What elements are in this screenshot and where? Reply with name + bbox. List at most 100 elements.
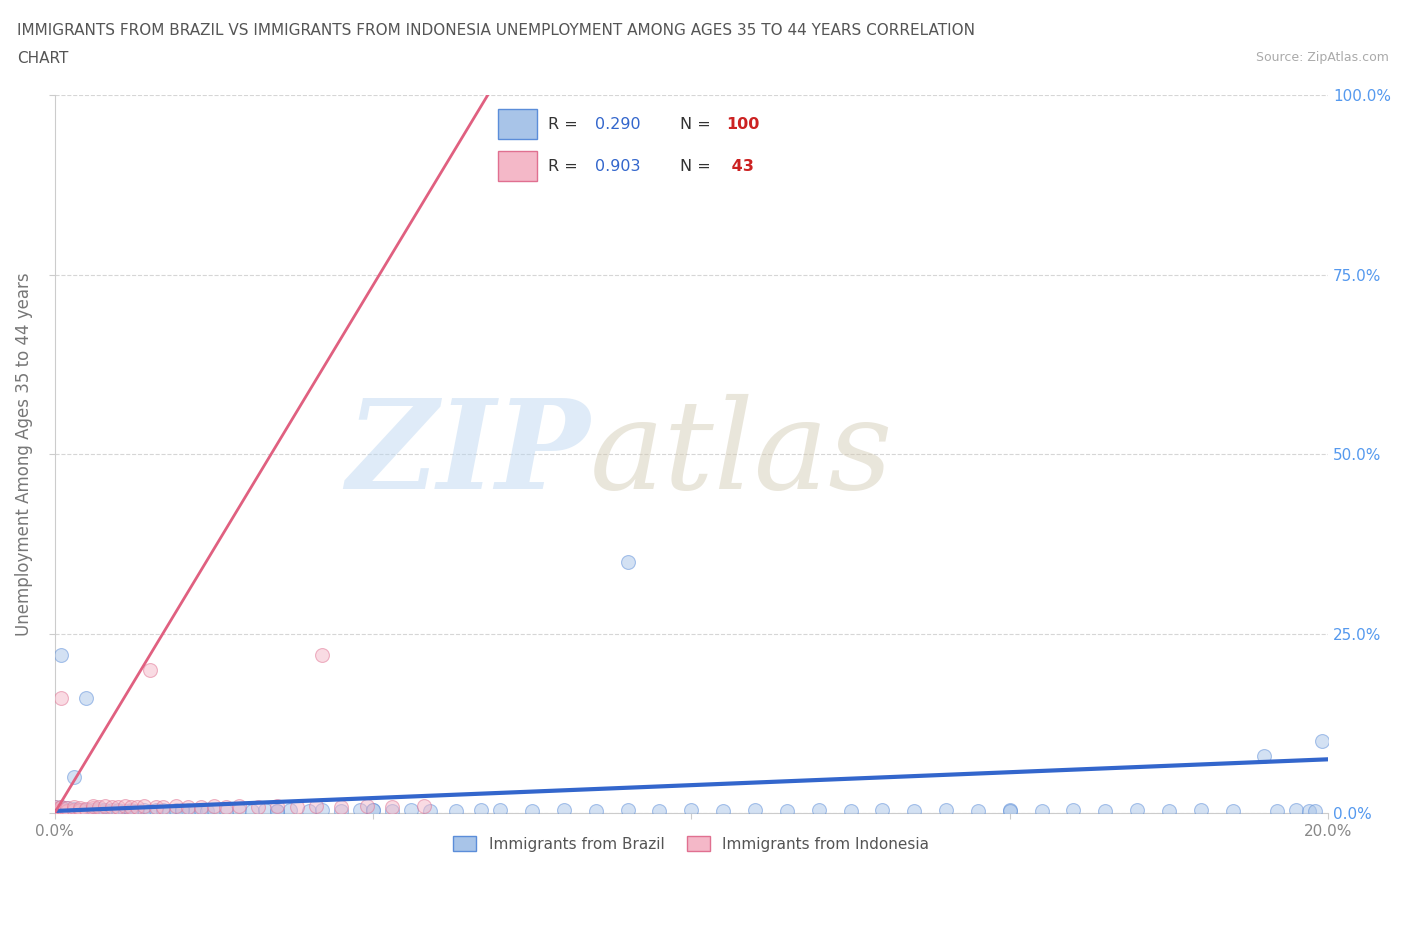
Text: Source: ZipAtlas.com: Source: ZipAtlas.com: [1256, 51, 1389, 64]
Point: [44, 802, 66, 817]
Text: atlas: atlas: [589, 393, 893, 515]
Point: [1031, 804, 1053, 818]
Point: [152, 803, 174, 817]
Point: [127, 804, 149, 818]
Point: [114, 804, 136, 818]
Point: [1222, 804, 1244, 818]
Point: [170, 803, 193, 817]
Point: [381, 799, 404, 814]
Point: [127, 799, 149, 814]
Text: CHART: CHART: [17, 51, 69, 66]
Point: [69, 801, 91, 816]
Point: [107, 802, 129, 817]
Point: [62, 802, 84, 817]
Point: [44, 804, 66, 819]
Point: [253, 803, 276, 817]
Point: [998, 804, 1021, 818]
Point: [157, 804, 180, 818]
Point: [381, 804, 404, 818]
Point: [228, 799, 250, 814]
Point: [145, 803, 167, 817]
Point: [311, 803, 333, 817]
Point: [120, 804, 142, 818]
Point: [616, 554, 638, 569]
Point: [1094, 804, 1116, 818]
Point: [228, 803, 250, 817]
Point: [49, 802, 72, 817]
Point: [744, 803, 766, 817]
Point: [56, 805, 79, 820]
Point: [87, 799, 110, 814]
Point: [165, 803, 187, 817]
Point: [266, 804, 288, 818]
Point: [247, 799, 270, 814]
Point: [412, 799, 434, 814]
Point: [87, 802, 110, 817]
Point: [1265, 804, 1288, 818]
Point: [711, 804, 734, 818]
Point: [101, 803, 124, 817]
Point: [1310, 734, 1333, 749]
Point: [298, 804, 321, 818]
Point: [356, 799, 378, 814]
Point: [177, 800, 200, 815]
Point: [190, 803, 212, 817]
Point: [132, 799, 155, 814]
Point: [107, 799, 129, 814]
Y-axis label: Unemployment Among Ages 35 to 44 years: Unemployment Among Ages 35 to 44 years: [15, 272, 32, 636]
Point: [183, 804, 205, 818]
Point: [935, 803, 957, 817]
Point: [44, 804, 66, 818]
Point: [145, 800, 167, 815]
Point: [165, 799, 187, 814]
Point: [69, 803, 91, 817]
Point: [75, 803, 97, 817]
Point: [69, 804, 91, 818]
Point: [56, 804, 79, 818]
Point: [49, 648, 72, 663]
Point: [152, 799, 174, 814]
Point: [49, 691, 72, 706]
Point: [1305, 804, 1327, 818]
Point: [1126, 803, 1149, 817]
Point: [94, 799, 117, 814]
Point: [44, 802, 66, 817]
Point: [1298, 804, 1320, 818]
Point: [520, 804, 543, 818]
Point: [44, 805, 66, 820]
Point: [330, 804, 353, 818]
Point: [266, 804, 288, 818]
Point: [444, 804, 467, 818]
Point: [82, 802, 104, 817]
Point: [62, 770, 84, 785]
Text: IMMIGRANTS FROM BRAZIL VS IMMIGRANTS FROM INDONESIA UNEMPLOYMENT AMONG AGES 35 T: IMMIGRANTS FROM BRAZIL VS IMMIGRANTS FRO…: [17, 23, 974, 38]
Point: [215, 799, 238, 814]
Point: [44, 799, 66, 814]
Point: [132, 802, 155, 817]
Point: [681, 803, 703, 817]
Point: [190, 799, 212, 814]
Point: [114, 799, 136, 814]
Point: [1157, 804, 1180, 818]
Point: [56, 804, 79, 818]
Point: [82, 801, 104, 816]
Point: [101, 800, 124, 815]
Point: [839, 804, 862, 818]
Point: [120, 803, 142, 817]
Point: [139, 662, 162, 677]
Point: [49, 804, 72, 819]
Point: [56, 802, 79, 817]
Point: [361, 803, 384, 817]
Point: [330, 799, 353, 814]
Point: [56, 801, 79, 816]
Point: [82, 799, 104, 814]
Point: [139, 804, 162, 818]
Point: [49, 805, 72, 820]
Point: [75, 802, 97, 817]
Point: [872, 803, 894, 817]
Point: [107, 804, 129, 818]
Point: [470, 803, 492, 817]
Point: [616, 803, 638, 817]
Point: [44, 800, 66, 815]
Point: [75, 804, 97, 819]
